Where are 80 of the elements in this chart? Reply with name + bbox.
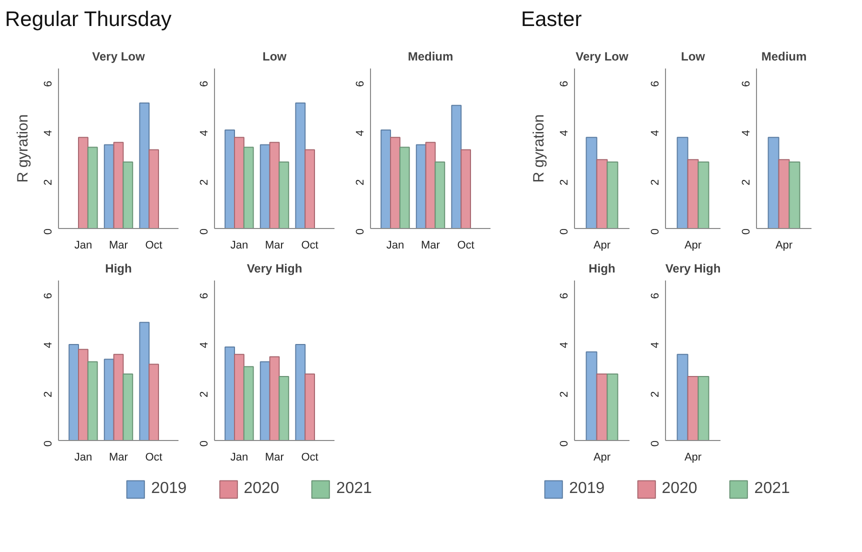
- y-tick-label: 4: [558, 342, 570, 348]
- y-tick-label: 0: [650, 440, 662, 447]
- y-tick-label: 0: [42, 440, 54, 447]
- x-tick-label: Jan: [74, 240, 92, 252]
- y-tick-label: 4: [740, 130, 752, 136]
- chart-title: High: [588, 262, 616, 276]
- x-tick-label: Oct: [145, 452, 162, 464]
- y-tick-label: 2: [650, 391, 662, 398]
- x-tick-label: Oct: [145, 240, 162, 252]
- y-tick-label: 2: [558, 391, 570, 398]
- y-tick-label: 4: [558, 130, 570, 136]
- y-tick-label: 2: [42, 179, 54, 186]
- x-tick-label: Jan: [74, 452, 92, 464]
- chart-title: Low: [262, 50, 288, 64]
- chart-title: Low: [681, 50, 706, 64]
- x-tick-label: Mar: [421, 240, 440, 252]
- y-tick-label: 2: [42, 391, 54, 398]
- y-tick-label: 4: [42, 130, 54, 136]
- x-tick-label: Mar: [265, 452, 284, 464]
- chart-title: Medium: [761, 50, 807, 64]
- y-tick-label: 4: [354, 130, 366, 136]
- legend-label: 2019: [151, 480, 187, 498]
- x-tick-label: Jan: [386, 240, 404, 252]
- legend-label: 2021: [336, 480, 372, 498]
- chart-title: Very Low: [92, 50, 146, 64]
- x-tick-label: Jan: [230, 240, 248, 252]
- legend-label: 2019: [569, 480, 605, 498]
- y-tick-label: 6: [558, 292, 570, 299]
- y-tick-label: 6: [558, 80, 570, 87]
- y-tick-label: 0: [740, 228, 752, 235]
- chart-title: Very High: [246, 262, 302, 276]
- y-tick-label: 0: [650, 228, 662, 235]
- x-tick-label: Oct: [457, 240, 474, 252]
- y-tick-label: 4: [42, 342, 54, 348]
- y-tick-label: 6: [650, 292, 662, 299]
- y-tick-label: 4: [198, 342, 210, 348]
- x-tick-label: Apr: [593, 452, 611, 464]
- legend-label: 2021: [754, 480, 790, 498]
- y-tick-label: 0: [558, 228, 570, 235]
- y-tick-label: 0: [198, 440, 210, 447]
- legend-label: 2020: [244, 480, 280, 498]
- x-tick-label: Apr: [775, 240, 793, 252]
- y-tick-label: 6: [198, 80, 210, 87]
- y-tick-label: 2: [198, 391, 210, 398]
- y-tick-label: 0: [42, 228, 54, 235]
- chart-title: Medium: [408, 50, 454, 64]
- y-tick-label: 2: [198, 179, 210, 186]
- y-tick-label: 4: [650, 130, 662, 136]
- chart-title: High: [105, 262, 132, 276]
- x-tick-label: Mar: [109, 452, 128, 464]
- x-tick-label: Oct: [301, 240, 318, 252]
- text: Easter: [521, 7, 582, 33]
- x-tick-label: Oct: [301, 452, 318, 464]
- x-tick-label: Mar: [265, 240, 284, 252]
- chart-title: Very Low: [576, 50, 630, 64]
- x-tick-label: Apr: [593, 240, 611, 252]
- chart-title: Very High: [665, 262, 721, 276]
- y-axis-title: R gyration: [14, 114, 32, 183]
- y-tick-label: 6: [198, 292, 210, 299]
- text: Regular Thursday: [5, 7, 172, 33]
- x-tick-label: Apr: [684, 240, 702, 252]
- y-tick-label: 0: [198, 228, 210, 235]
- y-tick-label: 6: [42, 80, 54, 87]
- y-tick-label: 6: [740, 80, 752, 87]
- legend-label: 2020: [662, 480, 698, 498]
- y-tick-label: 2: [558, 179, 570, 186]
- y-tick-label: 0: [354, 228, 366, 235]
- y-tick-label: 4: [198, 130, 210, 136]
- x-tick-label: Mar: [109, 240, 128, 252]
- y-tick-label: 0: [558, 440, 570, 447]
- x-tick-label: Jan: [230, 452, 248, 464]
- y-tick-label: 6: [42, 292, 54, 299]
- y-tick-label: 2: [354, 179, 366, 186]
- y-tick-label: 4: [650, 342, 662, 348]
- x-tick-label: Apr: [684, 452, 702, 464]
- y-tick-label: 2: [650, 179, 662, 186]
- y-tick-label: 6: [650, 80, 662, 87]
- y-tick-label: 6: [354, 80, 366, 87]
- y-axis-title: R gyration: [530, 114, 548, 183]
- y-tick-label: 2: [740, 179, 752, 186]
